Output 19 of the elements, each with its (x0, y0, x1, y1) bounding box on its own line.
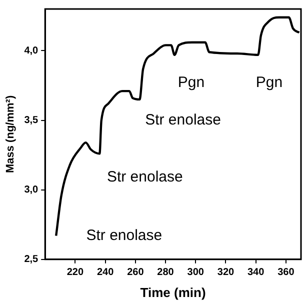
x-tick-label: 220 (66, 267, 84, 278)
annotation: Str enolase (106, 168, 183, 186)
annotation: Str enolase (86, 227, 162, 244)
x-tick-label: 260 (127, 267, 144, 278)
x-tick-label: 340 (248, 267, 265, 278)
x-tick-label: 280 (157, 267, 174, 278)
y-tick-label: 3,0 (24, 184, 39, 196)
y-tick-label: 3,5 (24, 115, 39, 126)
annotation: Str enolase (145, 111, 221, 128)
annotation: Pgn (178, 74, 205, 91)
y-tick-label: 4,0 (24, 45, 39, 56)
x-tick-label: 300 (187, 267, 204, 278)
x-tick-label: 320 (217, 267, 235, 278)
x-axis-title: Time (min) (140, 284, 206, 300)
annotation: Pgn (256, 74, 283, 91)
x-tick-label: 360 (278, 267, 295, 278)
y-axis-title: Mass (ng/mm²) (4, 95, 17, 174)
x-tick-label: 240 (96, 267, 114, 278)
y-tick-label: 2,5 (24, 254, 39, 266)
